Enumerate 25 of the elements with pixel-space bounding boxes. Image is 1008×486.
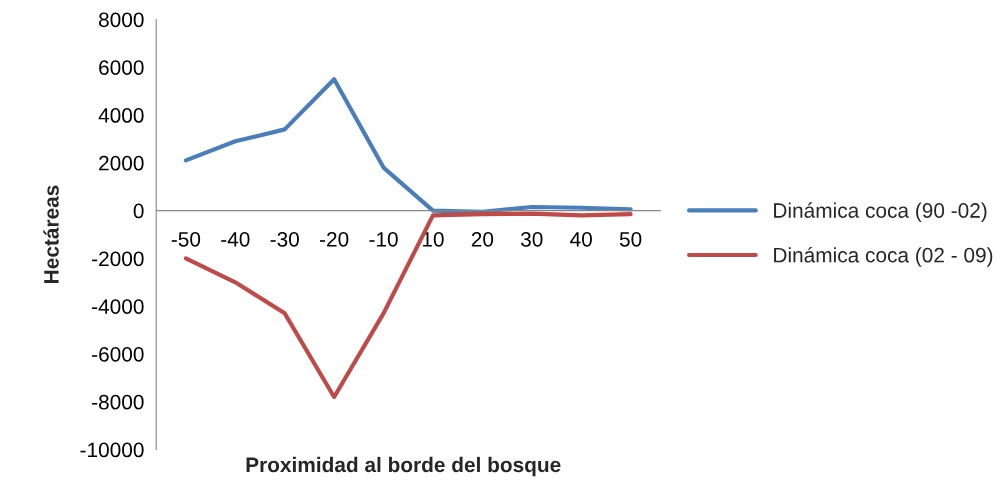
x-tick-label: -10 xyxy=(369,231,398,247)
line-series xyxy=(183,77,633,214)
y-tick-label: -2000 xyxy=(92,251,144,267)
y-tick-label: 0 xyxy=(133,203,144,219)
x-tick-label: 10 xyxy=(422,231,444,247)
legend-label: Dinámica coca (02 - 09) xyxy=(774,246,993,267)
x-tick-label: -40 xyxy=(221,231,250,247)
y-tick-label: 8000 xyxy=(99,12,144,28)
x-tick-label: -20 xyxy=(319,231,349,247)
y-tick-label: -8000 xyxy=(92,394,144,410)
y-tick-label: -4000 xyxy=(92,299,144,314)
y-tick-label: 6000 xyxy=(99,60,144,75)
x-tick-label: -50 xyxy=(171,231,201,247)
x-axis-title: Proximidad al borde del bosque xyxy=(246,456,561,477)
y-tick-label: -10000 xyxy=(80,442,144,458)
x-tick-label: 20 xyxy=(471,231,494,247)
x-tick-label: 50 xyxy=(619,231,642,247)
legend-label: Dinámica coca (90 -02) xyxy=(774,202,987,222)
x-tick-label: 40 xyxy=(570,231,592,247)
x-tick-label: 30 xyxy=(520,231,543,247)
y-axis-title: Hectáreas xyxy=(43,185,59,283)
y-tick-label: 2000 xyxy=(99,155,144,171)
y-tick-label: 4000 xyxy=(98,108,144,123)
y-tick-label: -6000 xyxy=(92,346,144,362)
x-tick-label: -30 xyxy=(270,231,299,247)
